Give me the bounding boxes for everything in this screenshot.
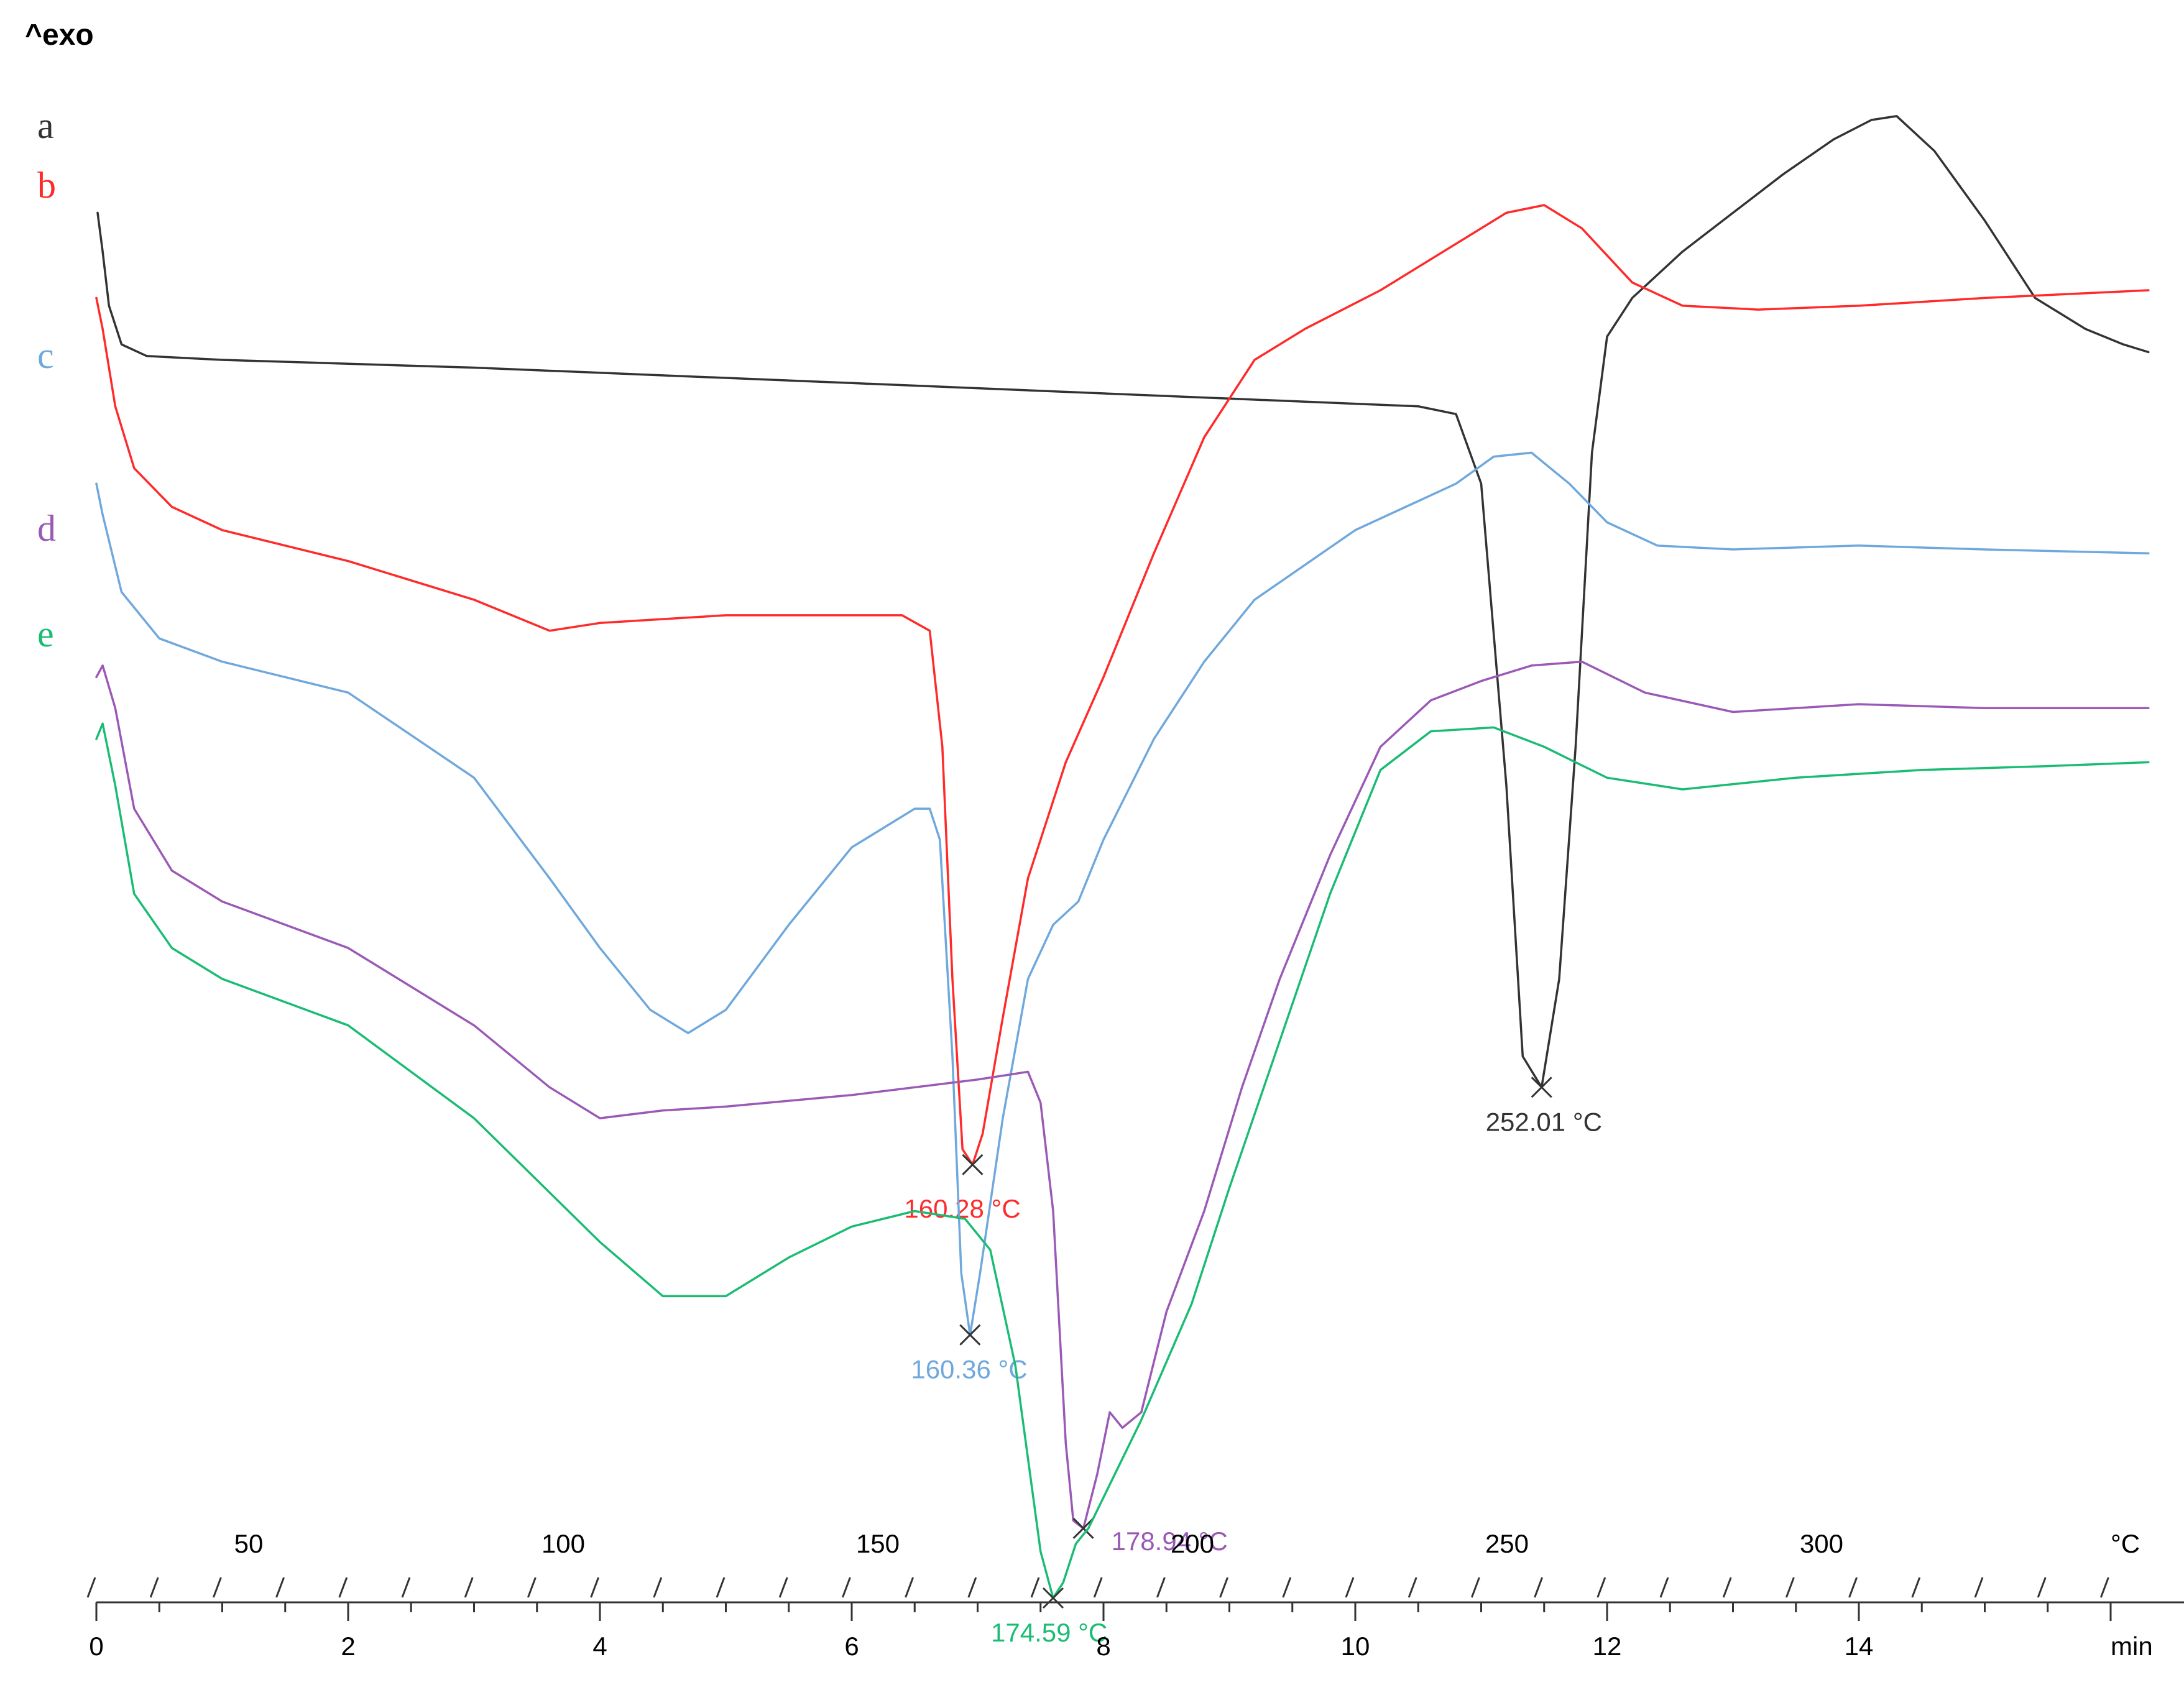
x-axis-unit-celsius: °C <box>2111 1529 2140 1558</box>
peak-marker-e <box>1042 1587 1064 1609</box>
x-tick-label: 12 <box>1593 1632 1622 1661</box>
x-axis-unit-min: min <box>2111 1632 2153 1661</box>
temp-tick-mark <box>149 1577 159 1598</box>
temp-tick-mark <box>1408 1577 1417 1598</box>
temp-tick-mark <box>1093 1577 1103 1598</box>
series-line-a <box>96 115 2150 1089</box>
temp-tick-label: 50 <box>234 1529 264 1558</box>
peak-marker-b <box>962 1154 984 1175</box>
temp-tick-mark <box>464 1577 474 1598</box>
temp-tick-mark <box>1848 1577 1858 1598</box>
temp-tick-mark <box>590 1577 600 1598</box>
peak-marker-d <box>1072 1517 1094 1540</box>
series-label-e: e <box>37 613 54 654</box>
series-label-d: d <box>37 508 56 549</box>
temp-tick-mark <box>778 1577 788 1598</box>
x-tick-label: 10 <box>1341 1632 1370 1661</box>
series-line-b <box>95 204 2150 1166</box>
temp-tick-mark <box>905 1577 915 1598</box>
temp-tick-mark <box>1219 1577 1229 1598</box>
peak-label-c: 160.36 °C <box>911 1355 1027 1384</box>
x-tick-label: 14 <box>1845 1632 1874 1661</box>
temp-tick-mark <box>338 1577 348 1598</box>
x-tick-label: 2 <box>341 1632 355 1661</box>
temp-tick-mark <box>716 1577 726 1598</box>
x-tick-label: 8 <box>1096 1632 1110 1661</box>
peak-label-e: 174.59 °C <box>991 1618 1107 1647</box>
temp-tick-mark <box>1659 1577 1669 1598</box>
series-label-b: b <box>37 165 56 206</box>
temp-tick-mark <box>1156 1577 1166 1598</box>
temp-tick-label: 250 <box>1485 1529 1529 1558</box>
peak-marker-a <box>1531 1077 1552 1098</box>
series-label-a: a <box>37 105 54 146</box>
temp-tick-mark <box>527 1577 537 1598</box>
series-line-d <box>95 660 2150 1530</box>
temp-tick-mark <box>1345 1577 1355 1598</box>
x-tick-label: 0 <box>89 1632 103 1661</box>
temp-tick-label: 150 <box>856 1529 900 1558</box>
temp-tick-mark <box>1974 1577 1984 1598</box>
temp-tick-mark <box>86 1577 96 1598</box>
temp-tick-label: 300 <box>1800 1529 1843 1558</box>
temp-tick-mark <box>1470 1577 1480 1598</box>
temp-tick-mark <box>212 1577 222 1598</box>
temp-tick-mark <box>653 1577 663 1598</box>
x-tick-label: 6 <box>844 1632 859 1661</box>
axis-layer: 0 2 4 6 8 10 12 14 min 50 100 150 200 250 300 °C <box>86 1529 2184 1661</box>
temp-tick-mark <box>1030 1577 1040 1598</box>
peak-label-a: 252.01 °C <box>1486 1107 1602 1136</box>
temp-tick-mark <box>1911 1577 1921 1598</box>
temp-tick-mark <box>1282 1577 1292 1598</box>
temp-tick-mark <box>841 1577 851 1598</box>
temp-tick-mark <box>1597 1577 1606 1598</box>
temp-tick-mark <box>2037 1577 2047 1598</box>
temp-tick-label: 100 <box>541 1529 585 1558</box>
temp-tick-mark <box>2099 1577 2109 1598</box>
temp-tick-mark <box>967 1577 977 1598</box>
temp-tick-mark <box>1785 1577 1795 1598</box>
temp-tick-mark <box>275 1577 285 1598</box>
x-tick-label: 4 <box>592 1632 607 1661</box>
series-line-e <box>95 722 2150 1599</box>
peak-label-d: 178.94 °C <box>1112 1527 1228 1556</box>
temp-tick-mark <box>1722 1577 1732 1598</box>
peak-marker-c <box>959 1324 981 1346</box>
temp-tick-mark <box>1534 1577 1544 1598</box>
temp-tick-mark <box>401 1577 411 1598</box>
series-label-c: c <box>37 335 54 376</box>
series-line-c <box>95 451 2150 1336</box>
temp-tick-label: 200 <box>1171 1529 1214 1558</box>
y-annotation: ^exo <box>25 19 94 52</box>
